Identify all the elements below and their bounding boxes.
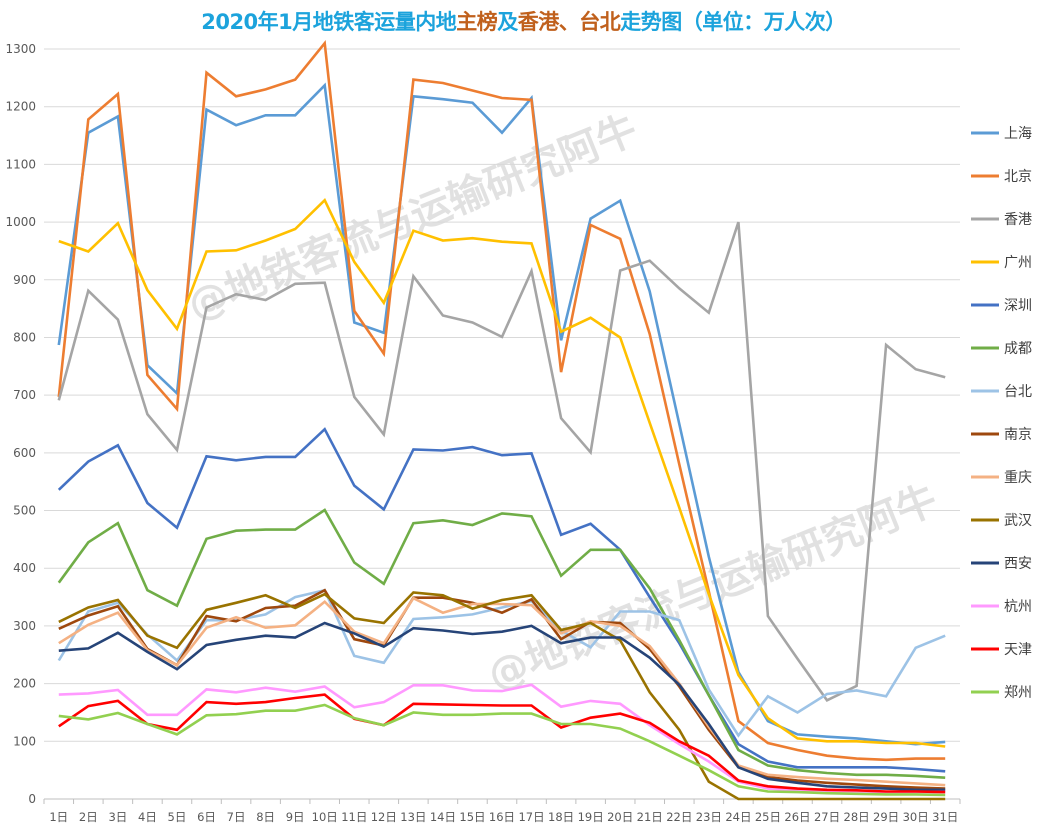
x-tick-label: 22日 <box>666 810 692 824</box>
legend-label: 广州 <box>1004 255 1032 271</box>
x-tick-label: 15日 <box>459 810 485 824</box>
gridlines <box>44 48 960 800</box>
legend-item: 成都 <box>971 341 1032 357</box>
x-tick-label: 31日 <box>932 810 958 824</box>
legend-label: 天津 <box>1004 642 1032 658</box>
series-line-9 <box>58 591 946 801</box>
x-tick-label: 23日 <box>696 810 722 824</box>
legend-item: 上海 <box>971 126 1032 142</box>
series-lines <box>57 39 946 801</box>
series-line-13 <box>58 703 946 797</box>
legend-item: 广州 <box>971 255 1032 271</box>
legend-item: 台北 <box>971 384 1032 400</box>
y-tick-label: 1100 <box>5 157 36 171</box>
y-tick-label: 900 <box>13 273 36 287</box>
x-tick-label: 20日 <box>607 810 633 824</box>
y-axis: 0 100 200 300 400 500 600 700 800 900 1000 1100 1200… <box>5 42 36 806</box>
x-tick-label: 27日 <box>814 810 840 824</box>
legend-label: 重庆 <box>1004 470 1032 486</box>
series-line-11 <box>58 683 946 794</box>
y-tick-label: 500 <box>13 504 36 518</box>
legend-item: 杭州 <box>971 599 1032 615</box>
series-line-10 <box>58 621 946 792</box>
series-line-7 <box>58 588 946 790</box>
legend-item: 深圳 <box>971 298 1032 314</box>
series-line-6 <box>57 588 946 738</box>
x-tick-label: 12日 <box>371 810 397 824</box>
legend-label: 杭州 <box>1004 599 1032 615</box>
legend-label: 西安 <box>1004 556 1032 572</box>
series-line-1 <box>57 39 946 762</box>
title-segment: 走势图（单位：万人次） <box>620 10 846 34</box>
x-tick-label: 25日 <box>755 810 781 824</box>
y-tick-label: 1000 <box>5 215 36 229</box>
x-tick-label: 10日 <box>312 810 338 824</box>
x-tick-label: 9日 <box>286 810 305 824</box>
x-tick-label: 6日 <box>197 810 216 824</box>
legend-item: 西安 <box>971 556 1032 572</box>
legend-label: 深圳 <box>1004 298 1032 314</box>
series-line-0 <box>57 82 946 746</box>
chart-title: 2020年1月地铁客运量内地主榜及香港、台北走势图（单位：万人次） <box>0 6 1047 36</box>
y-tick-label: 800 <box>13 330 36 344</box>
legend-label: 上海 <box>1004 126 1032 142</box>
y-tick-label: 1200 <box>5 100 36 114</box>
y-tick-label: 1300 <box>5 42 36 56</box>
x-tick-label: 26日 <box>784 810 810 824</box>
legend-label: 南京 <box>1004 427 1032 443</box>
series-line-3 <box>58 198 946 748</box>
y-tick-label: 0 <box>28 792 36 806</box>
series-line-4 <box>57 427 946 773</box>
x-tick-label: 8日 <box>256 810 275 824</box>
x-tick-label: 21日 <box>637 810 663 824</box>
x-tick-label: 19日 <box>578 810 604 824</box>
series-line-12 <box>58 693 946 794</box>
title-segment: 2020年1月地铁客运量内地 <box>201 10 457 34</box>
title-segment: 主榜 <box>456 10 498 34</box>
legend-item: 重庆 <box>971 470 1032 486</box>
legend-item: 天津 <box>971 642 1032 658</box>
legend-label: 郑州 <box>1004 685 1032 701</box>
legend-label: 香港 <box>1004 212 1032 228</box>
x-tick-label: 4日 <box>138 810 157 824</box>
x-tick-label: 3日 <box>108 810 127 824</box>
y-tick-label: 300 <box>13 619 36 633</box>
legend-item: 郑州 <box>971 685 1032 701</box>
series-line-8 <box>58 596 946 787</box>
y-tick-label: 700 <box>13 388 36 402</box>
legend-label: 成都 <box>1004 341 1032 357</box>
x-tick-label: 5日 <box>168 810 187 824</box>
x-tick-label: 28日 <box>844 810 870 824</box>
x-tick-label: 24日 <box>725 810 751 824</box>
x-tick-label: 2日 <box>79 810 98 824</box>
x-tick-label: 13日 <box>400 810 426 824</box>
x-tick-label: 17日 <box>518 810 544 824</box>
legend-item: 香港 <box>971 212 1032 228</box>
legend-label: 北京 <box>1004 169 1032 185</box>
legend-item: 北京 <box>971 169 1032 185</box>
y-tick-label: 400 <box>13 561 36 575</box>
title-segment: 香港、台北 <box>517 10 621 34</box>
x-tick-label: 18日 <box>548 810 574 824</box>
series-line-5 <box>57 508 946 779</box>
x-tick-label: 16日 <box>489 810 515 824</box>
x-tick-label: 29日 <box>873 810 899 824</box>
y-tick-label: 600 <box>13 446 36 460</box>
y-tick-label: 100 <box>13 734 36 748</box>
y-tick-label: 200 <box>13 677 36 691</box>
x-axis: 1日 2日 3日 4日 5日 6日 7日 8日 9日 10日 11日 12日 13日 14日 15日 16日 1… <box>43 799 961 824</box>
x-tick-label: 30日 <box>903 810 929 824</box>
x-tick-label: 14日 <box>430 810 456 824</box>
series-line-2 <box>57 221 946 702</box>
legend-label: 台北 <box>1004 384 1032 400</box>
x-tick-label: 1日 <box>49 810 68 824</box>
legend-item: 武汉 <box>971 513 1032 529</box>
title-segment: 及 <box>497 10 518 34</box>
legend-label: 武汉 <box>1004 513 1032 529</box>
x-tick-label: 7日 <box>227 810 246 824</box>
x-tick-label: 11日 <box>341 810 367 824</box>
legend-item: 南京 <box>971 427 1032 443</box>
